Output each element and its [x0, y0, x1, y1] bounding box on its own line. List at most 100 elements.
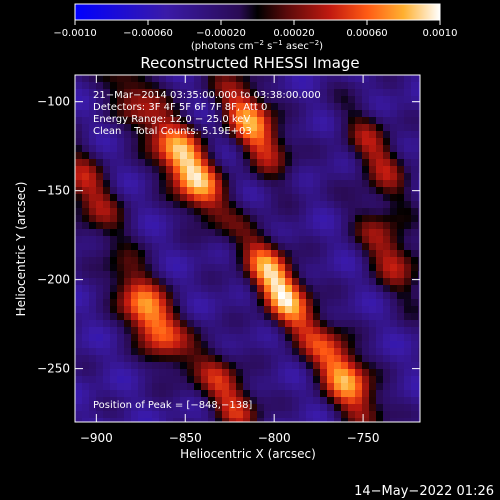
heatmap-cell [89, 75, 97, 83]
heatmap-cell [397, 278, 405, 286]
heatmap-cell [138, 173, 146, 181]
heatmap-cell [82, 229, 90, 237]
heatmap-cell [145, 173, 153, 181]
heatmap-cell [173, 229, 181, 237]
heatmap-cell [390, 271, 398, 279]
heatmap-cell [250, 103, 258, 111]
heatmap-cell [327, 222, 335, 230]
heatmap-cell [341, 418, 349, 422]
heatmap-cell [152, 257, 160, 265]
heatmap-cell [96, 292, 104, 300]
heatmap-cell [313, 334, 321, 342]
heatmap-cell [271, 397, 279, 405]
heatmap-cell [292, 138, 300, 146]
heatmap-cell [215, 201, 223, 209]
heatmap-cell [103, 285, 111, 293]
heatmap-cell [187, 194, 195, 202]
heatmap-cell [299, 404, 307, 412]
heatmap-cell [257, 383, 265, 391]
heatmap-cell [159, 215, 167, 223]
heatmap-cell [250, 159, 258, 167]
heatmap-cell [117, 369, 125, 377]
heatmap-cell [271, 292, 279, 300]
heatmap-cell [82, 243, 90, 251]
heatmap-cell [327, 250, 335, 258]
heatmap-cell [96, 222, 104, 230]
heatmap-cell [124, 334, 132, 342]
heatmap-cell [243, 215, 251, 223]
heatmap-cell [75, 96, 83, 104]
heatmap-cell [334, 208, 342, 216]
heatmap-cell [383, 334, 391, 342]
heatmap-cell [257, 138, 265, 146]
heatmap-cell [194, 383, 202, 391]
heatmap-cell [159, 89, 167, 97]
heatmap-cell [383, 96, 391, 104]
heatmap-cell [299, 201, 307, 209]
heatmap-cell [215, 180, 223, 188]
heatmap-cell [103, 404, 111, 412]
heatmap-cell [264, 355, 272, 363]
heatmap-cell [103, 327, 111, 335]
heatmap-cell [138, 320, 146, 328]
heatmap-cell [341, 89, 349, 97]
heatmap-cell [257, 110, 265, 118]
heatmap-cell [404, 201, 412, 209]
heatmap-cell [215, 243, 223, 251]
heatmap-cell [320, 201, 328, 209]
heatmap-cell [299, 96, 307, 104]
heatmap-cell [341, 138, 349, 146]
heatmap-cell [327, 243, 335, 251]
heatmap-cell [271, 348, 279, 356]
heatmap-cell [236, 103, 244, 111]
heatmap-cell [383, 145, 391, 153]
heatmap-cell [299, 243, 307, 251]
heatmap-cell [397, 138, 405, 146]
heatmap-cell [138, 348, 146, 356]
heatmap-cell [271, 180, 279, 188]
y-tick-label: −100 [37, 95, 70, 109]
heatmap-cell [117, 348, 125, 356]
heatmap-cell [222, 215, 230, 223]
heatmap-cell [390, 376, 398, 384]
heatmap-cell [369, 250, 377, 258]
heatmap-cell [306, 194, 314, 202]
heatmap-cell [341, 313, 349, 321]
heatmap-cell [159, 194, 167, 202]
heatmap-cell [173, 110, 181, 118]
heatmap-cell [159, 418, 167, 422]
heatmap-cell [96, 341, 104, 349]
heatmap-cell [110, 418, 118, 422]
heatmap-cell [383, 194, 391, 202]
heatmap-cell [159, 166, 167, 174]
heatmap-cell [75, 194, 83, 202]
heatmap-cell [320, 152, 328, 160]
heatmap-cell [159, 208, 167, 216]
heatmap-cell [299, 341, 307, 349]
heatmap-cell [376, 306, 384, 314]
heatmap-cell [404, 334, 412, 342]
heatmap-cell [208, 180, 216, 188]
heatmap-cell [404, 131, 412, 139]
heatmap-cell [96, 82, 104, 90]
heatmap-cell [376, 145, 384, 153]
heatmap-cell [159, 117, 167, 125]
heatmap-cell [264, 152, 272, 160]
heatmap-cell [96, 271, 104, 279]
heatmap-cell [334, 369, 342, 377]
heatmap-cell [404, 222, 412, 230]
heatmap-cell [180, 103, 188, 111]
heatmap-cell [173, 215, 181, 223]
heatmap-cell [75, 390, 83, 398]
heatmap-cell [250, 264, 258, 272]
heatmap-cell [159, 243, 167, 251]
heatmap-cell [187, 110, 195, 118]
heatmap-cell [411, 320, 419, 328]
heatmap-cell [187, 75, 195, 83]
heatmap-cell [145, 250, 153, 258]
heatmap-cell [145, 103, 153, 111]
heatmap-cell [180, 285, 188, 293]
heatmap-cell [110, 229, 118, 237]
heatmap-cell [369, 404, 377, 412]
heatmap-cell [327, 166, 335, 174]
